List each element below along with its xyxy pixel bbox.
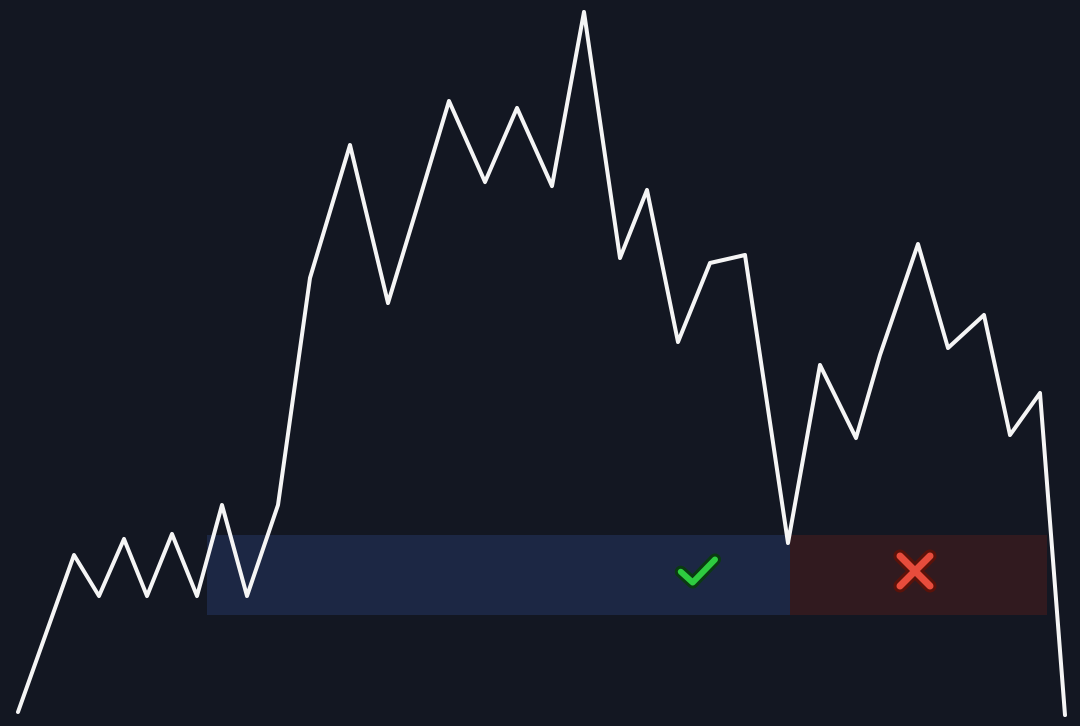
price-chart <box>0 0 1080 726</box>
chart-svg <box>0 0 1080 726</box>
chart-background <box>0 0 1080 726</box>
